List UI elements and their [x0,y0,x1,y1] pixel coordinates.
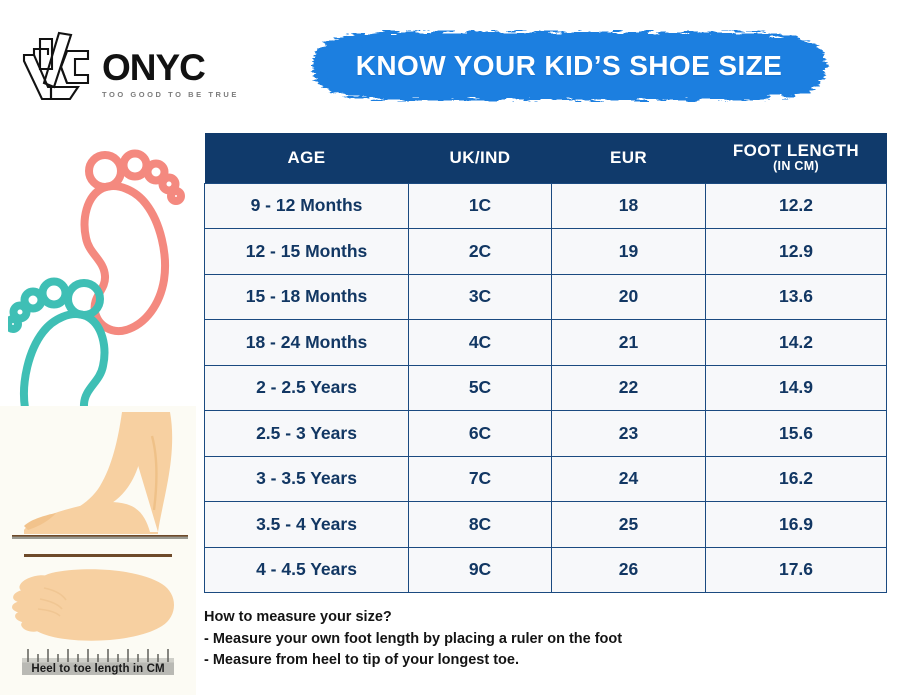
cell-age: 12 - 15 Months [204,228,409,275]
measure-instructions-title: How to measure your size? [204,609,392,625]
measure-instruction-line: - Measure your own foot length by placin… [204,631,623,647]
cell-uk-ind: 3C [408,273,552,320]
table-row: 2 - 2.5 Years 5C 22 14.9 [204,364,887,411]
column-header-age-label: AGE [287,147,326,167]
measure-instructions: How to measure your size? - Measure your… [204,609,804,670]
ruler-caption: Heel to toe length in CM [31,663,165,675]
baby-footprints-illustration [8,138,188,408]
cell-foot-length: 13.6 [705,273,887,320]
cell-uk-ind: 5C [408,364,552,411]
cell-foot-length: 14.2 [705,319,887,366]
cell-foot-length: 16.9 [705,501,887,548]
cell-age: 18 - 24 Months [204,319,409,366]
cell-age: 2 - 2.5 Years [204,364,409,411]
table-header-row: AGE UK/IND EUR FOOT LENGTH (IN CM) [204,133,887,183]
cell-eur: 24 [551,455,706,502]
onyc-vc-monogram-icon [18,25,100,107]
column-header-uk-ind-label: UK/IND [449,147,511,167]
cell-uk-ind: 1C [408,182,552,229]
cell-age: 3 - 3.5 Years [204,455,409,502]
table-row: 3 - 3.5 Years 7C 24 16.2 [204,455,887,502]
brand-logo: ONYC TOO GOOD TO BE TRUE [18,18,268,113]
banner: KNOW YOUR KID’S SHOE SIZE [300,30,838,102]
column-header-eur-label: EUR [609,147,648,167]
cell-foot-length: 12.2 [705,182,887,229]
cell-uk-ind: 2C [408,228,552,275]
table-row: 15 - 18 Months 3C 20 13.6 [204,273,887,320]
table-row: 9 - 12 Months 1C 18 12.2 [204,182,887,229]
cell-uk-ind: 6C [408,410,552,457]
cell-eur: 18 [551,182,706,229]
cell-age: 4 - 4.5 Years [204,546,409,593]
column-header-foot-length-unit: (IN CM) [773,159,819,174]
table-row: 4 - 4.5 Years 9C 26 17.6 [204,546,887,593]
cell-age: 3.5 - 4 Years [204,501,409,548]
cell-age: 15 - 18 Months [204,273,409,320]
cell-uk-ind: 4C [408,319,552,366]
cell-eur: 21 [551,319,706,366]
cell-foot-length: 17.6 [705,546,887,593]
column-header-eur: EUR [551,133,706,183]
cell-foot-length: 12.9 [705,228,887,275]
cell-eur: 20 [551,273,706,320]
cell-uk-ind: 7C [408,455,552,502]
cell-age: 9 - 12 Months [204,182,409,229]
table-row: 3.5 - 4 Years 8C 25 16.9 [204,501,887,548]
column-header-foot-length-label: FOOT LENGTH [732,140,860,160]
table-row: 18 - 24 Months 4C 21 14.2 [204,319,887,366]
cell-age: 2.5 - 3 Years [204,410,409,457]
cell-foot-length: 14.9 [705,364,887,411]
table-body: 9 - 12 Months 1C 18 12.2 12 - 15 Months 2C 19 1… [204,182,887,593]
cell-uk-ind: 9C [408,546,552,593]
column-header-age: AGE [204,133,409,183]
cell-foot-length: 16.2 [705,455,887,502]
cell-uk-ind: 8C [408,501,552,548]
column-header-foot-length: FOOT LENGTH (IN CM) [705,133,887,183]
cell-eur: 25 [551,501,706,548]
measure-instruction-line: - Measure from heel to tip of your longe… [204,651,519,668]
table-row: 2.5 - 3 Years 6C 23 15.6 [204,410,887,457]
shoe-size-table: AGE UK/IND EUR FOOT LENGTH (IN CM) 9 - 1… [204,133,887,593]
cell-eur: 22 [551,364,706,411]
foot-sole-top-view-icon [0,554,196,695]
brand-name: ONYC [102,47,206,89]
cell-eur: 23 [551,410,706,457]
foot-side-profile-on-ruler-icon [0,406,196,554]
table-row: 12 - 15 Months 2C 19 12.9 [204,228,887,275]
cell-eur: 19 [551,228,706,275]
brand-tagline: TOO GOOD TO BE TRUE [102,89,239,99]
cell-eur: 26 [551,546,706,593]
banner-title: KNOW YOUR KID’S SHOE SIZE [355,50,783,81]
cell-foot-length: 15.6 [705,410,887,457]
column-header-uk-ind: UK/IND [408,133,552,183]
